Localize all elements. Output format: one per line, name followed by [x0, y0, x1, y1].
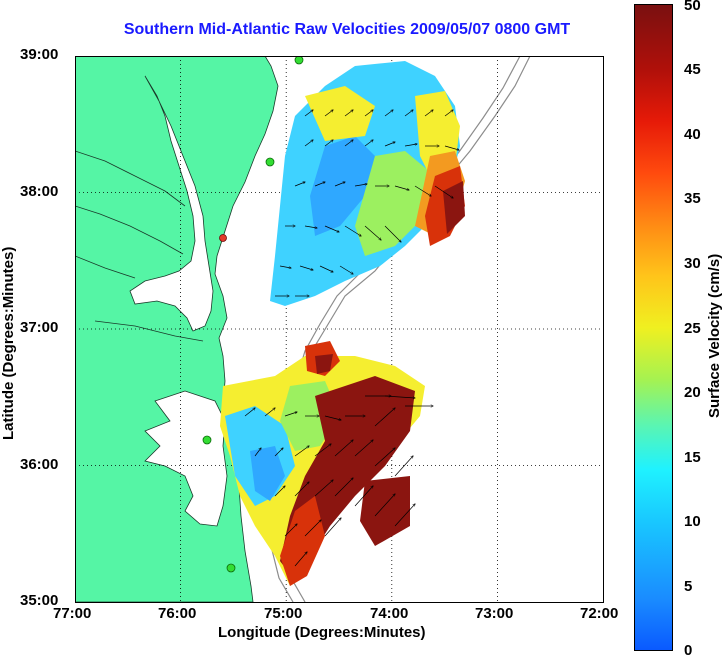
chesapeake-bay	[129, 75, 214, 332]
colorbar-tick-15: 15	[684, 449, 701, 466]
velocity-field-north	[270, 61, 465, 306]
radar-sites	[202, 56, 304, 573]
river-1	[75, 150, 186, 207]
lon-tick-73: 73:00	[475, 605, 514, 622]
river-4	[94, 320, 204, 342]
lat-tick-35: 35:00	[20, 592, 59, 609]
colorbar-title: Surface Velocity (cm/s)	[706, 253, 723, 418]
map-canvas	[75, 56, 603, 602]
colorbar	[634, 4, 673, 651]
colorbar-tick-25: 25	[684, 320, 701, 337]
lat-tick-36: 36:00	[20, 456, 59, 473]
velocity-field-south	[220, 341, 425, 586]
river-3	[75, 255, 136, 279]
graticule	[75, 56, 603, 602]
lon-tick-75: 75:00	[264, 605, 303, 622]
velocity-arrows	[244, 110, 459, 567]
lon-tick-72: 72:00	[580, 605, 619, 622]
map-title: Southern Mid-Atlantic Raw Velocities 200…	[123, 21, 571, 38]
lon-tick-76: 76:00	[158, 605, 197, 622]
colorbar-tick-50: 50	[684, 0, 701, 14]
colorbar-tick-45: 45	[684, 61, 701, 78]
colorbar-tick-35: 35	[684, 190, 701, 207]
y-axis-title: Latitude (Degrees:Minutes)	[0, 246, 17, 440]
lon-tick-77: 77:00	[53, 605, 92, 622]
map-plot-area	[75, 56, 603, 602]
colorbar-tick-30: 30	[684, 255, 701, 272]
x-axis-title: Longitude (Degrees:Minutes)	[218, 624, 426, 641]
lat-tick-39: 39:00	[20, 46, 59, 63]
river-2	[75, 205, 184, 255]
lon-tick-74: 74:00	[370, 605, 409, 622]
lat-tick-38: 38:00	[20, 183, 59, 200]
colorbar-tick-0: 0	[684, 642, 693, 659]
colorbar-tick-5: 5	[684, 578, 693, 595]
colorbar-tick-40: 40	[684, 126, 701, 143]
colorbar-tick-20: 20	[684, 384, 701, 401]
colorbar-tick-10: 10	[684, 513, 701, 530]
lat-tick-37: 37:00	[20, 319, 59, 336]
